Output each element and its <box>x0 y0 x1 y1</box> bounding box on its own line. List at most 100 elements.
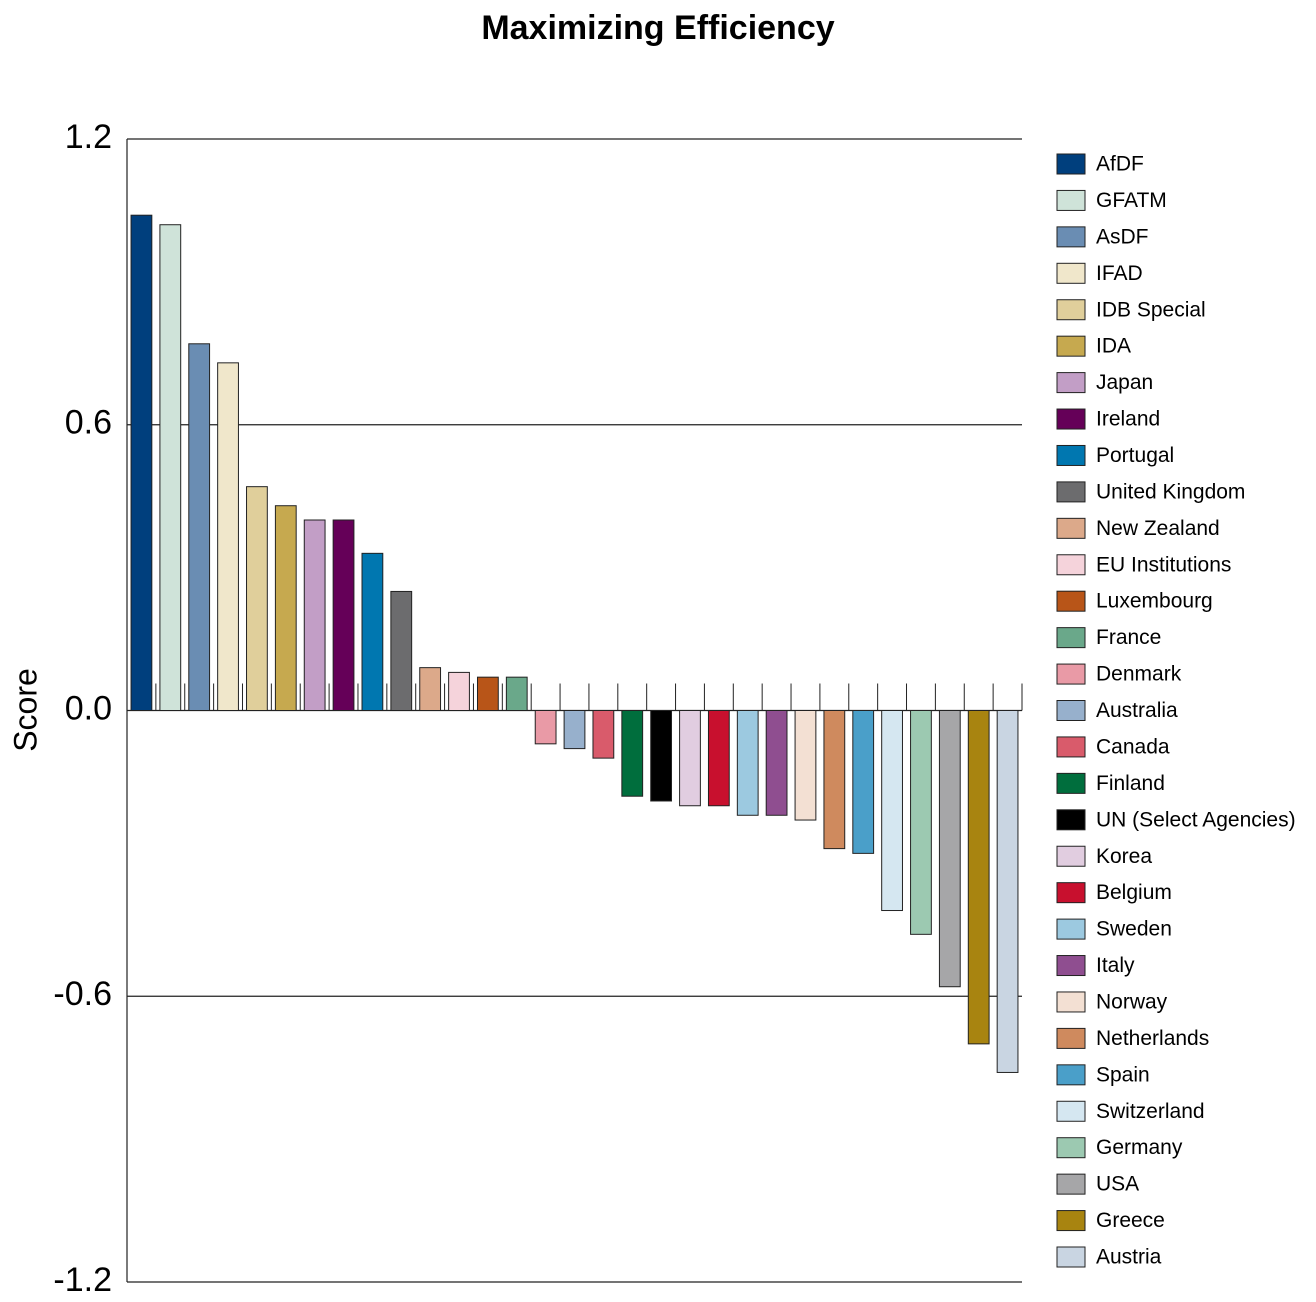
legend-swatch <box>1056 627 1086 649</box>
bar <box>130 214 153 711</box>
bar <box>217 362 239 711</box>
legend-swatch <box>1056 809 1086 831</box>
bar <box>188 343 211 711</box>
bar <box>996 710 1019 1073</box>
legend-swatch <box>1056 408 1086 430</box>
legend-label: Greece <box>1096 1209 1165 1232</box>
legend-swatch <box>1056 1173 1086 1195</box>
legend-swatch <box>1056 700 1086 721</box>
legend-label: USA <box>1096 1173 1139 1196</box>
legend-swatch <box>1056 153 1086 175</box>
legend-swatch <box>1056 1064 1086 1086</box>
legend-label: Luxembourg <box>1096 590 1213 613</box>
bar <box>650 710 673 802</box>
legend-label: UN (Select Agencies) <box>1096 808 1296 831</box>
legend-label: Germany <box>1096 1136 1183 1159</box>
legend-label: GFATM <box>1096 189 1167 212</box>
legend-swatch <box>1056 299 1086 321</box>
legend-swatch <box>1056 736 1086 758</box>
legend-label: New Zealand <box>1096 517 1220 540</box>
legend-swatch <box>1056 1100 1086 1122</box>
legend-label: Denmark <box>1096 663 1182 686</box>
bar <box>476 676 499 711</box>
bar <box>390 590 413 711</box>
legend-label: Switzerland <box>1096 1100 1205 1123</box>
y-tick-label: 1.2 <box>65 118 112 156</box>
y-tick-label: -1.2 <box>53 1261 112 1299</box>
bar <box>563 710 586 750</box>
legend-swatch <box>1056 882 1086 904</box>
legend-label: Norway <box>1096 991 1168 1014</box>
legend-label: Ireland <box>1096 408 1160 431</box>
legend-label: AsDF <box>1096 225 1149 248</box>
bar <box>852 710 875 854</box>
legend-swatch <box>1056 335 1086 357</box>
bar <box>707 710 730 807</box>
legend-swatch <box>1056 481 1086 503</box>
legend-swatch <box>1056 845 1086 867</box>
y-tick-label: 0.6 <box>65 404 112 442</box>
bar <box>159 224 182 711</box>
bar <box>967 710 990 1045</box>
legend-swatch <box>1056 444 1086 466</box>
bar <box>448 671 470 712</box>
chart-title: Maximizing Efficiency <box>481 9 834 47</box>
legend-swatch <box>1056 1246 1086 1268</box>
legend-swatch <box>1056 1137 1086 1159</box>
legend-swatch <box>1056 554 1086 576</box>
legend-label: Japan <box>1096 371 1153 394</box>
bar <box>361 552 384 712</box>
legend-label: Italy <box>1096 954 1135 977</box>
y-tick-label: -0.6 <box>53 975 112 1013</box>
legend-label: Spain <box>1096 1063 1150 1086</box>
bar <box>505 676 528 711</box>
bar <box>274 505 297 711</box>
y-tick-label: 0.0 <box>65 689 112 727</box>
bar <box>765 710 788 816</box>
legend-swatch <box>1056 1027 1086 1049</box>
bar <box>332 519 355 711</box>
legend-label: Austria <box>1096 1246 1162 1269</box>
bar <box>592 710 615 759</box>
legend-swatch <box>1056 590 1086 612</box>
bar <box>534 710 557 745</box>
legend-swatch <box>1056 372 1086 394</box>
y-axis-label: Score <box>7 668 43 752</box>
legend-label: Netherlands <box>1096 1027 1209 1050</box>
legend-label: EU Institutions <box>1096 553 1231 576</box>
bar <box>881 710 903 912</box>
legend-label: France <box>1096 626 1161 649</box>
legend-swatch <box>1056 918 1086 940</box>
legend-label: IDA <box>1096 335 1131 358</box>
bar <box>621 710 644 797</box>
legend-label: Australia <box>1096 699 1178 722</box>
legend-swatch <box>1056 1210 1086 1232</box>
bar <box>794 710 817 821</box>
legend-label: Korea <box>1096 845 1152 868</box>
legend-label: AfDF <box>1096 153 1144 176</box>
bar <box>419 667 442 712</box>
legend-swatch <box>1056 226 1086 248</box>
bar <box>679 710 701 807</box>
legend-label: United Kingdom <box>1096 480 1245 503</box>
legend-label: Portugal <box>1096 444 1174 467</box>
legend-swatch <box>1056 262 1086 284</box>
bar <box>823 710 846 850</box>
legend-swatch <box>1056 955 1086 977</box>
legend-label: Belgium <box>1096 881 1172 904</box>
bar <box>910 710 932 935</box>
legend-label: IFAD <box>1096 262 1143 285</box>
bar <box>303 519 326 711</box>
legend-swatch <box>1056 189 1086 211</box>
legend-swatch <box>1056 663 1086 685</box>
legend-swatch <box>1056 991 1086 1013</box>
legend-swatch <box>1056 772 1086 794</box>
bar <box>736 710 759 816</box>
bar <box>938 710 961 988</box>
legend-label: Sweden <box>1096 918 1172 941</box>
bar <box>246 486 268 711</box>
legend-label: IDB Special <box>1096 298 1206 321</box>
legend-label: Finland <box>1096 772 1165 795</box>
legend-label: Canada <box>1096 735 1170 758</box>
